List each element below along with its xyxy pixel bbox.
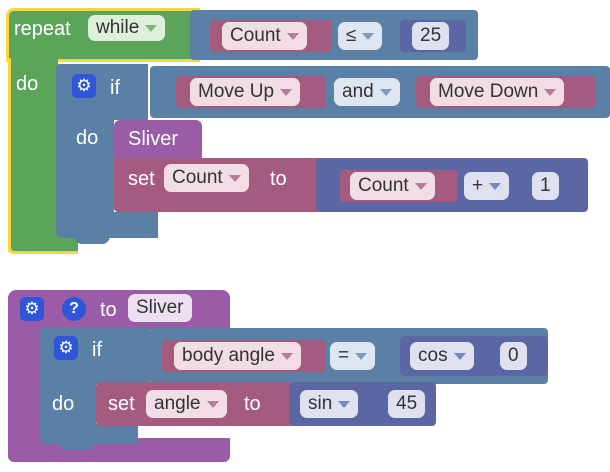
set-variable-value: Count [172, 167, 223, 188]
set-to-label: to [270, 168, 287, 190]
move-down-value: Move Down [438, 81, 539, 102]
chevron-down-icon [338, 400, 351, 408]
chevron-down-icon [280, 352, 293, 360]
sin-argument-field[interactable]: 45 [388, 390, 426, 418]
repeat-mode-dropdown[interactable]: while [88, 15, 166, 41]
compare2-operator-dropdown[interactable]: = [330, 342, 376, 370]
set2-variable-value: angle [154, 393, 201, 414]
increment-number-value: 1 [540, 175, 551, 196]
gear-icon[interactable]: ⚙ [20, 297, 44, 321]
chevron-down-icon [453, 352, 466, 360]
repeat-label: repeat [14, 18, 71, 40]
help-icon[interactable]: ? [62, 297, 86, 321]
count-variable-dropdown[interactable]: Count [222, 22, 307, 50]
count-arg-dropdown[interactable]: Count [350, 172, 435, 200]
chevron-down-icon [379, 88, 392, 96]
move-up-value: Move Up [198, 81, 275, 102]
chevron-down-icon [145, 24, 158, 32]
sin-function-value: sin [308, 393, 333, 414]
count-variable-value: Count [230, 25, 281, 46]
chevron-down-icon [544, 88, 557, 96]
move-up-dropdown[interactable]: Move Up [190, 78, 301, 106]
compare2-operator-value: = [338, 345, 350, 366]
procedure-name-value: Sliver [136, 297, 184, 318]
set2-variable-dropdown[interactable]: angle [146, 390, 227, 418]
set2-label: set [108, 393, 135, 415]
if2-block-side[interactable] [40, 382, 96, 426]
number-value: 25 [420, 25, 442, 46]
if-do-label: do [76, 127, 99, 149]
procedure-name-field[interactable]: Sliver [128, 294, 192, 322]
if-label: if [110, 77, 120, 99]
chevron-down-icon [355, 352, 368, 360]
cos-argument-field[interactable]: 0 [500, 342, 527, 370]
if-block-top[interactable] [56, 64, 148, 120]
cos-function-dropdown[interactable]: cos [410, 342, 474, 370]
cos-function-value: cos [418, 345, 448, 366]
number-field[interactable]: 25 [412, 22, 450, 50]
move-down-dropdown[interactable]: Move Down [430, 78, 565, 106]
repeat-do-label: do [16, 73, 39, 95]
logic-operator-dropdown[interactable]: and [334, 78, 400, 106]
arithmetic-operator-value: + [472, 175, 484, 196]
chevron-down-icon [414, 182, 427, 190]
sin-function-dropdown[interactable]: sin [300, 390, 359, 418]
chevron-down-icon [286, 32, 299, 40]
set2-to-label: to [244, 393, 261, 415]
sliver-call-block[interactable] [114, 120, 202, 160]
repeat-mode-value: while [96, 17, 140, 38]
sliver-call-label: Sliver [128, 128, 179, 150]
procedure-block-side[interactable] [8, 328, 44, 440]
procedure-block-top[interactable] [8, 290, 230, 330]
if2-block-tab [58, 440, 94, 450]
compare-operator-value: ≤ [346, 25, 357, 46]
chevron-down-icon [280, 88, 293, 96]
logic-operator-value: and [342, 81, 374, 102]
set-variable-dropdown[interactable]: Count [164, 164, 249, 192]
chevron-down-icon [489, 182, 502, 190]
if-block-tab [74, 232, 110, 244]
if2-label: if [92, 339, 102, 361]
count-arg-value: Count [358, 175, 409, 196]
chevron-down-icon [206, 400, 219, 408]
set-label: set [128, 168, 155, 190]
gear-icon[interactable]: ⚙ [54, 336, 78, 360]
gear-icon[interactable]: ⚙ [72, 74, 96, 98]
chevron-down-icon [362, 32, 375, 40]
sin-argument-value: 45 [396, 393, 418, 414]
repeat-block-side[interactable] [8, 58, 58, 252]
if2-do-label: do [52, 393, 75, 415]
if2-block-bottom[interactable] [40, 424, 138, 444]
chevron-down-icon [228, 174, 241, 182]
body-angle-value: body angle [182, 345, 275, 366]
procedure-to-label: to [100, 299, 117, 321]
increment-number-field[interactable]: 1 [532, 172, 559, 200]
body-angle-dropdown[interactable]: body angle [174, 342, 301, 370]
arithmetic-operator-dropdown[interactable]: + [464, 172, 510, 200]
cos-argument-value: 0 [508, 345, 519, 366]
compare-operator-dropdown[interactable]: ≤ [338, 22, 383, 50]
